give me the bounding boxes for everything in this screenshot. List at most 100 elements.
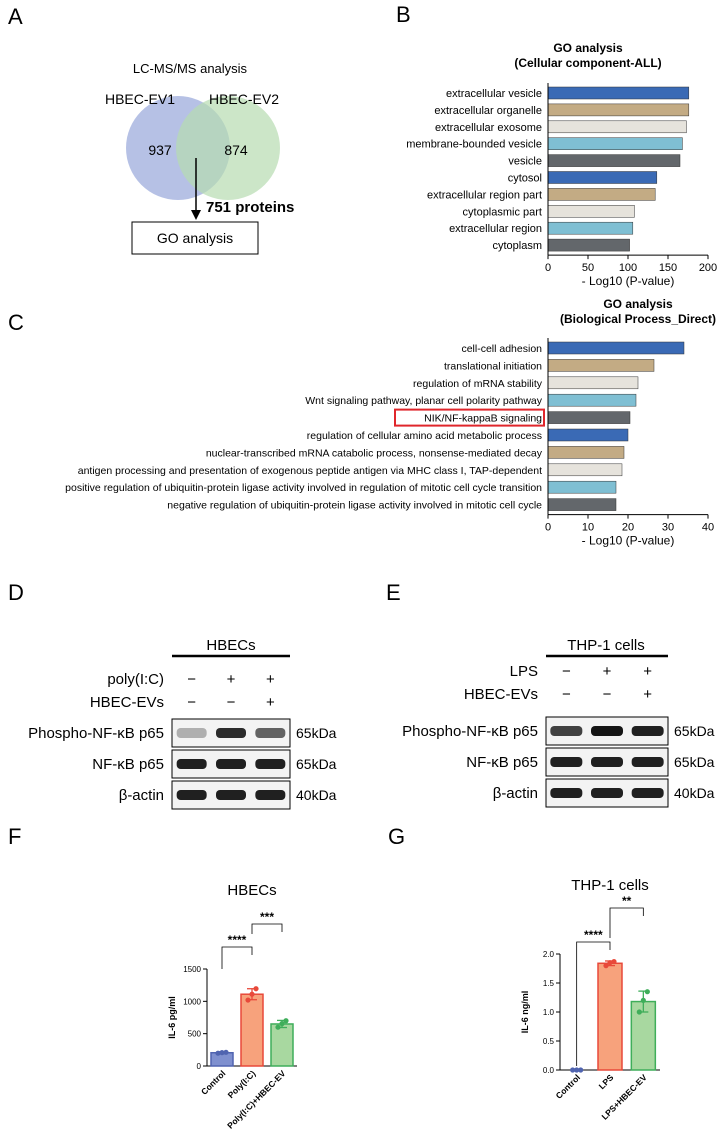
protein-label: β-actin <box>119 787 164 804</box>
category-label: antigen processing and presentation of e… <box>78 465 542 477</box>
category-label: extracellular exosome <box>435 122 542 134</box>
data-point <box>570 1067 576 1073</box>
treatment-label: poly(I:C) <box>107 671 164 688</box>
blot-band <box>176 790 207 800</box>
treatment-mark: − <box>562 686 571 703</box>
bar <box>547 411 631 424</box>
bar <box>547 188 656 201</box>
y-tick-label: 0.5 <box>543 1037 555 1046</box>
bar <box>630 1000 657 1071</box>
category-label: negative regulation of ubiquitin-protein… <box>167 500 542 512</box>
category-label: regulation of cellular amino acid metabo… <box>307 430 542 442</box>
category-label: cytosol <box>508 173 542 185</box>
western-blot-thp1: THP-1 cells LPS − + + HBEC-EVs − − + Phospho-NF-κ… <box>402 637 715 808</box>
panel-e-letter: E <box>386 580 401 605</box>
blot-title: HBECs <box>206 637 255 654</box>
significance-bracket <box>221 946 253 969</box>
go-biological-process-chart: GO analysis(Biological Process_Direct)ce… <box>65 297 716 548</box>
blot-band <box>216 728 246 738</box>
panel-g-letter: G <box>388 824 405 849</box>
chart-title: GO analysis <box>603 297 673 311</box>
significance-bracket <box>251 923 283 934</box>
panel-f-letter: F <box>8 824 21 849</box>
bar <box>547 154 681 167</box>
x-tick-label: 20 <box>622 522 634 534</box>
category-label: nuclear-transcribed mRNA catabolic proce… <box>206 447 543 459</box>
treatment-label: LPS <box>510 663 538 680</box>
data-point <box>640 997 646 1004</box>
y-tick-label: 2.0 <box>543 950 555 959</box>
western-blot-hbecs: HBECs poly(I:C) − + + HBEC-EVs − − + Phospho-NF-κ… <box>28 637 337 810</box>
panel-g: G THP-1 cells 0.0 0.5 1.0 1.5 2.0 IL-6 ng/ml Co… <box>388 824 660 1122</box>
category-label: Control <box>554 1072 582 1100</box>
bar <box>547 480 617 494</box>
treatment-mark: − <box>187 694 196 711</box>
y-tick-label: 1.0 <box>543 1008 555 1017</box>
protein-label: NF-κB p65 <box>92 756 164 773</box>
molecular-weight-label: 65kDa <box>296 725 337 741</box>
bar <box>547 103 690 117</box>
bar <box>547 359 655 372</box>
x-tick-label: 30 <box>662 522 674 534</box>
x-tick-label: 200 <box>699 262 717 274</box>
treatment-mark: − <box>562 663 571 680</box>
category-label: cytoplasmic part <box>463 206 542 218</box>
bar <box>547 137 683 150</box>
protein-label: NF-κB p65 <box>466 754 538 771</box>
go-analysis-box-label: GO analysis <box>157 230 233 246</box>
blot-band <box>591 726 623 736</box>
panel-d-letter: D <box>8 580 24 605</box>
category-label: translational initiation <box>444 360 542 372</box>
blot-band <box>176 728 207 738</box>
blot-band <box>255 759 286 769</box>
treatment-mark: + <box>227 671 236 688</box>
treatment-mark: + <box>266 671 275 688</box>
category-label: cytoplasm <box>492 240 542 252</box>
data-point <box>275 1024 281 1030</box>
y-axis-label: IL-6 pg/ml <box>167 996 177 1039</box>
category-label: LPS <box>597 1072 616 1091</box>
protein-label: β-actin <box>493 785 538 802</box>
blot-band <box>550 788 583 798</box>
data-point <box>219 1050 225 1056</box>
molecular-weight-label: 65kDa <box>674 723 715 739</box>
bar <box>597 962 623 1071</box>
data-point <box>611 958 617 965</box>
data-point <box>578 1067 584 1073</box>
y-tick-label: 0 <box>197 1062 202 1071</box>
panel-c: C GO analysis(Biological Process_Direct)… <box>8 297 716 548</box>
panel-c-letter: C <box>8 310 24 335</box>
data-point <box>215 1050 221 1056</box>
category-label: membrane-bounded vesicle <box>406 139 542 151</box>
blot-band <box>550 757 583 767</box>
chart-title: (Biological Process_Direct) <box>560 312 716 326</box>
go-cellular-component-chart: GO analysis(Cellular component-ALL) extra… <box>406 41 717 288</box>
x-tick-label: 0 <box>545 262 551 274</box>
chart-title: THP-1 cells <box>571 877 649 894</box>
category-label: extracellular vesicle <box>446 88 542 100</box>
x-tick-label: 50 <box>582 262 594 274</box>
x-tick-label: 150 <box>659 262 677 274</box>
blot-band <box>550 726 583 736</box>
venn-set2-label: HBEC-EV2 <box>209 91 279 107</box>
panel-f: F HBECs 0 500 1000 1500 IL-6 pg/ml ControlPoly… <box>8 824 297 1131</box>
category-label: Wnt signaling pathway, planar cell polar… <box>305 395 543 407</box>
y-tick-label: 1000 <box>183 997 201 1006</box>
data-point <box>223 1049 229 1055</box>
treatment-mark: + <box>643 663 652 680</box>
y-tick-label: 1.5 <box>543 979 555 988</box>
data-point <box>636 1009 642 1015</box>
y-tick-label: 500 <box>188 1030 202 1039</box>
venn-arrow-head <box>191 210 201 220</box>
data-point <box>574 1067 580 1073</box>
panel-e: E THP-1 cells LPS − + + HBEC-EVs − − + Phospho-NF… <box>386 580 715 808</box>
x-tick-label: 40 <box>702 522 714 534</box>
data-point <box>279 1021 285 1027</box>
data-point <box>245 997 251 1003</box>
molecular-weight-label: 65kDa <box>674 754 715 770</box>
blot-band <box>176 759 207 769</box>
blot-band <box>591 757 623 767</box>
blot-band <box>255 728 286 738</box>
venn-title: LC-MS/MS analysis <box>133 61 248 76</box>
bar <box>547 393 637 407</box>
